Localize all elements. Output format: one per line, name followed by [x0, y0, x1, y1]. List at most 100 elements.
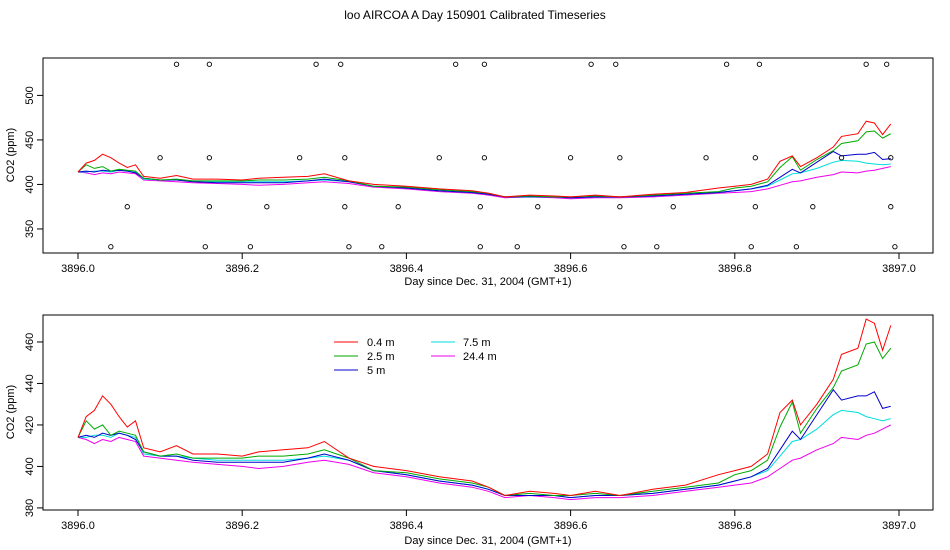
scatter-point: [297, 155, 303, 161]
scatter-point: [202, 244, 208, 250]
legend-label: 7.5 m: [463, 337, 491, 349]
x-tick-label: 3896.0: [61, 520, 95, 532]
y-tick-label: 420: [24, 416, 36, 434]
scatter-point: [756, 61, 763, 67]
legend-item-24-4m: 24.4 m: [431, 351, 497, 363]
legend-label: 5 m: [367, 365, 385, 377]
series-lines-1: [77, 120, 892, 200]
series-line-5-m: [77, 388, 891, 499]
legend-label: 24.4 m: [463, 351, 497, 363]
plot-frame-1: [42, 57, 934, 254]
y-tick-label: 500: [24, 86, 36, 104]
scatter-point: [670, 204, 676, 210]
scatter-point: [617, 204, 623, 210]
y-tick-label: 400: [24, 457, 36, 475]
plot-frame-2: [42, 314, 934, 511]
scatter-point: [346, 244, 352, 250]
series-line-0-4-m: [77, 120, 892, 198]
series-line-2-5-m: [77, 341, 892, 497]
legend-label: 0.4 m: [367, 337, 395, 349]
y-tick-label: 450: [24, 131, 36, 149]
legend-item-2-5m: 2.5 m: [334, 351, 395, 363]
x-axis-1: 3896.0 3896.2 3896.4 3896.6 3896.8 3897.0: [61, 253, 916, 275]
x-tick-label: 3897.0: [882, 263, 916, 275]
scatter-point: [342, 155, 348, 161]
y-axis-2: 380 400 420 440 460: [24, 333, 43, 517]
x-tick-label: 3896.0: [61, 263, 95, 275]
scatter-point: [247, 244, 254, 250]
legend-item-0-4m: 0.4 m: [334, 337, 395, 349]
scatter-point: [567, 155, 574, 161]
scatter-point: [654, 244, 660, 250]
scatter-point: [379, 244, 385, 250]
scatter-point: [338, 61, 344, 67]
x-axis-label-2: Day since Dec. 31, 2004 (GMT+1): [404, 535, 571, 547]
series-line-5-m: [77, 150, 891, 199]
x-tick-label: 3896.8: [718, 263, 752, 275]
chart-title: loo AIRCOA A Day 150901 Calibrated Times…: [344, 8, 605, 22]
panel-2: 3896.0 3896.2 3896.4 3896.6 3896.8 3897.0 380…: [5, 314, 934, 547]
scatter-point: [752, 204, 758, 210]
scatter-point: [621, 244, 627, 250]
scatter-point: [613, 61, 619, 67]
scatter-point: [124, 204, 130, 210]
scatter-point: [477, 204, 483, 210]
series-lines-2: [77, 318, 892, 501]
scatter-point: [108, 244, 114, 250]
y-tick-label: 440: [24, 374, 36, 392]
scatter-point: [888, 155, 894, 161]
scatter-point: [793, 244, 800, 250]
y-axis-label-1: CO2 (ppm): [5, 128, 17, 182]
scatter-point: [436, 155, 442, 161]
series-line-0-4-m: [77, 318, 892, 497]
y-tick-label: 380: [24, 499, 36, 517]
scatter-point: [884, 61, 890, 67]
scatter-point: [453, 61, 459, 67]
scatter-point: [206, 155, 213, 161]
series-line-2-5-m: [77, 130, 892, 198]
y-axis-1: 350 400 450 500: [24, 86, 43, 238]
x-tick-label: 3896.6: [554, 520, 588, 532]
scatter-points-1: [108, 61, 898, 250]
x-tick-label: 3896.2: [225, 263, 259, 275]
x-tick-label: 3896.4: [390, 520, 424, 532]
scatter-point: [477, 244, 483, 250]
legend: 0.4 m 2.5 m 5 m 7.5 m 24.4 m: [334, 337, 497, 377]
scatter-point: [703, 155, 709, 161]
scatter-point: [810, 204, 816, 210]
legend-item-7-5m: 7.5 m: [431, 337, 491, 349]
legend-label: 2.5 m: [367, 351, 395, 363]
series-line-24-4-m: [77, 424, 892, 501]
scatter-point: [723, 61, 730, 67]
scatter-point: [481, 155, 488, 161]
y-tick-label: 460: [24, 333, 36, 351]
y-axis-label-2: CO2 (ppm): [5, 385, 17, 439]
scatter-point: [481, 61, 488, 67]
x-tick-label: 3897.0: [882, 520, 916, 532]
scatter-point: [206, 61, 213, 67]
y-tick-label: 400: [24, 175, 36, 193]
scatter-point: [157, 155, 163, 161]
scatter-point: [617, 155, 623, 161]
panel-1: 3896.0 3896.2 3896.4 3896.6 3896.8 3897.0 350…: [5, 57, 934, 288]
scatter-point: [535, 204, 541, 210]
x-axis-2: 3896.0 3896.2 3896.4 3896.6 3896.8 3897.0: [61, 510, 916, 532]
scatter-point: [206, 204, 213, 210]
legend-item-5m: 5 m: [334, 365, 385, 377]
scatter-point: [514, 244, 520, 250]
scatter-point: [173, 61, 180, 67]
scatter-point: [313, 61, 319, 67]
y-tick-label: 350: [24, 220, 36, 238]
series-line-24-4-m: [77, 166, 891, 200]
scatter-point: [892, 244, 898, 250]
x-axis-label-1: Day since Dec. 31, 2004 (GMT+1): [404, 276, 571, 288]
scatter-point: [264, 204, 270, 210]
scatter-point: [863, 61, 869, 67]
scatter-point: [342, 204, 348, 210]
x-tick-label: 3896.4: [390, 263, 424, 275]
scatter-point: [752, 155, 758, 161]
x-tick-label: 3896.8: [718, 520, 752, 532]
scatter-point: [588, 61, 594, 67]
scatter-point: [395, 204, 401, 210]
